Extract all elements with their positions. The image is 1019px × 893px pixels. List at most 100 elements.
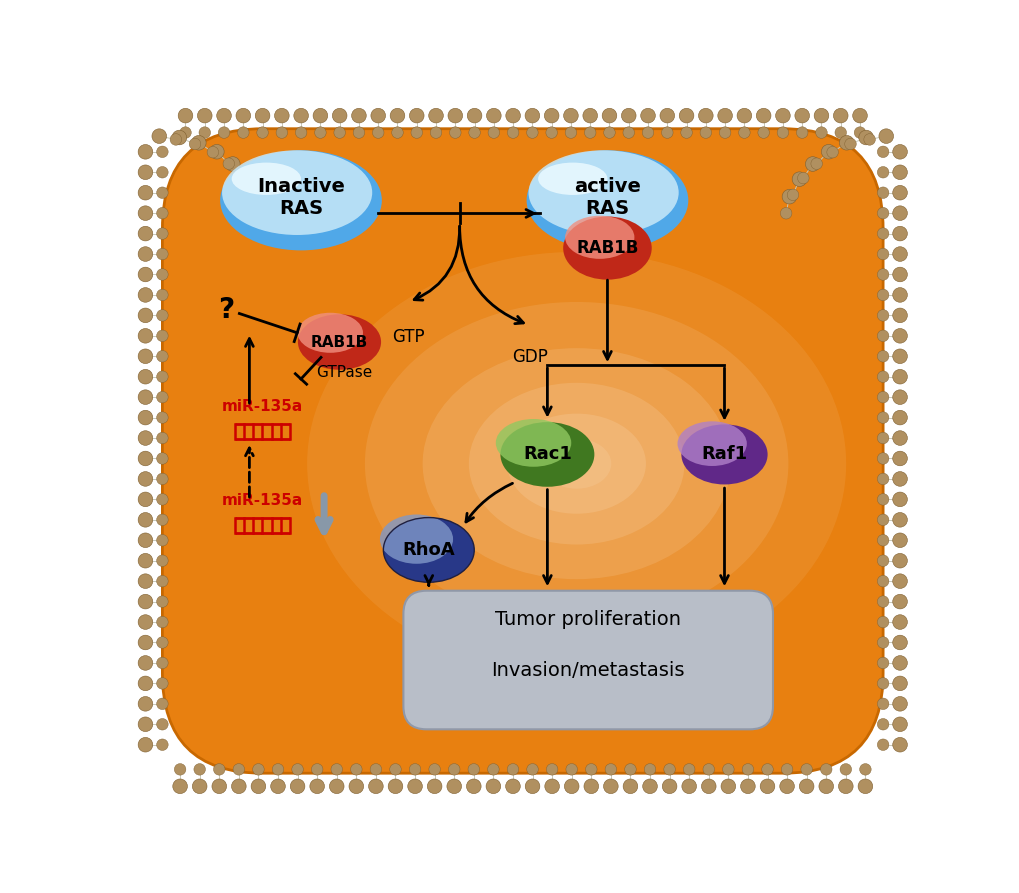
Circle shape	[876, 432, 888, 444]
Circle shape	[193, 779, 207, 794]
Text: Tumor proliferation: Tumor proliferation	[494, 610, 681, 629]
Circle shape	[892, 165, 907, 179]
Circle shape	[876, 575, 888, 587]
Circle shape	[157, 535, 168, 546]
Circle shape	[157, 575, 168, 587]
Circle shape	[876, 412, 888, 423]
Circle shape	[447, 108, 463, 123]
Circle shape	[138, 697, 153, 711]
Circle shape	[157, 330, 168, 342]
Circle shape	[255, 108, 270, 123]
Circle shape	[225, 156, 239, 171]
Circle shape	[892, 574, 907, 588]
Circle shape	[348, 779, 364, 794]
FancyBboxPatch shape	[403, 591, 772, 730]
Circle shape	[157, 719, 168, 730]
Circle shape	[351, 764, 362, 775]
Ellipse shape	[220, 150, 381, 250]
Circle shape	[876, 166, 888, 178]
Circle shape	[876, 514, 888, 526]
Circle shape	[237, 127, 249, 138]
Circle shape	[805, 156, 819, 171]
Circle shape	[853, 127, 865, 138]
Text: miR-135a: miR-135a	[222, 493, 303, 508]
Circle shape	[820, 145, 836, 159]
Circle shape	[876, 146, 888, 157]
Circle shape	[249, 189, 263, 204]
Circle shape	[207, 146, 218, 158]
Circle shape	[876, 657, 888, 669]
Circle shape	[157, 371, 168, 382]
Circle shape	[138, 308, 153, 322]
Circle shape	[876, 350, 888, 362]
Circle shape	[251, 779, 266, 794]
Circle shape	[506, 127, 519, 138]
Circle shape	[138, 165, 153, 179]
Circle shape	[835, 127, 846, 138]
Text: RAB1B: RAB1B	[311, 335, 368, 349]
Circle shape	[138, 472, 153, 487]
Circle shape	[505, 108, 520, 123]
Circle shape	[826, 146, 838, 158]
Circle shape	[270, 779, 285, 794]
Circle shape	[391, 127, 403, 138]
Circle shape	[487, 127, 499, 138]
Text: miR-135a: miR-135a	[222, 399, 303, 414]
Circle shape	[701, 779, 715, 794]
Circle shape	[624, 764, 636, 775]
Circle shape	[370, 764, 381, 775]
Ellipse shape	[383, 518, 474, 582]
Circle shape	[157, 350, 168, 362]
Circle shape	[430, 127, 441, 138]
Circle shape	[157, 432, 168, 444]
Ellipse shape	[307, 252, 846, 675]
Circle shape	[408, 779, 422, 794]
Circle shape	[428, 108, 443, 123]
Circle shape	[544, 779, 558, 794]
Circle shape	[876, 371, 888, 382]
Circle shape	[698, 108, 712, 123]
Circle shape	[584, 779, 598, 794]
Circle shape	[680, 127, 692, 138]
Circle shape	[876, 616, 888, 628]
Circle shape	[138, 145, 153, 159]
Circle shape	[544, 108, 558, 123]
Circle shape	[742, 764, 753, 775]
FancyArrowPatch shape	[466, 483, 512, 522]
Circle shape	[138, 635, 153, 650]
Circle shape	[276, 127, 287, 138]
Circle shape	[892, 430, 907, 446]
Circle shape	[774, 108, 790, 123]
Ellipse shape	[298, 313, 363, 353]
Circle shape	[192, 136, 206, 150]
Ellipse shape	[222, 150, 372, 235]
Circle shape	[311, 764, 323, 775]
Ellipse shape	[565, 216, 634, 259]
Circle shape	[293, 108, 308, 123]
Text: RAS: RAS	[585, 198, 629, 218]
Circle shape	[757, 127, 768, 138]
Circle shape	[368, 779, 383, 794]
Circle shape	[257, 127, 268, 138]
Circle shape	[892, 635, 907, 650]
Ellipse shape	[422, 348, 730, 580]
Circle shape	[469, 127, 480, 138]
Circle shape	[892, 697, 907, 711]
Circle shape	[157, 473, 168, 485]
Circle shape	[833, 108, 847, 123]
Circle shape	[138, 655, 153, 671]
Circle shape	[174, 764, 185, 775]
Circle shape	[232, 764, 245, 775]
Circle shape	[892, 145, 907, 159]
Ellipse shape	[526, 150, 688, 250]
Circle shape	[506, 764, 519, 775]
Circle shape	[892, 533, 907, 547]
Circle shape	[238, 171, 253, 187]
Circle shape	[138, 738, 153, 752]
Circle shape	[892, 492, 907, 506]
Circle shape	[157, 657, 168, 669]
Circle shape	[254, 207, 265, 219]
Text: Rac1: Rac1	[523, 446, 572, 463]
Circle shape	[372, 127, 383, 138]
Circle shape	[661, 779, 677, 794]
